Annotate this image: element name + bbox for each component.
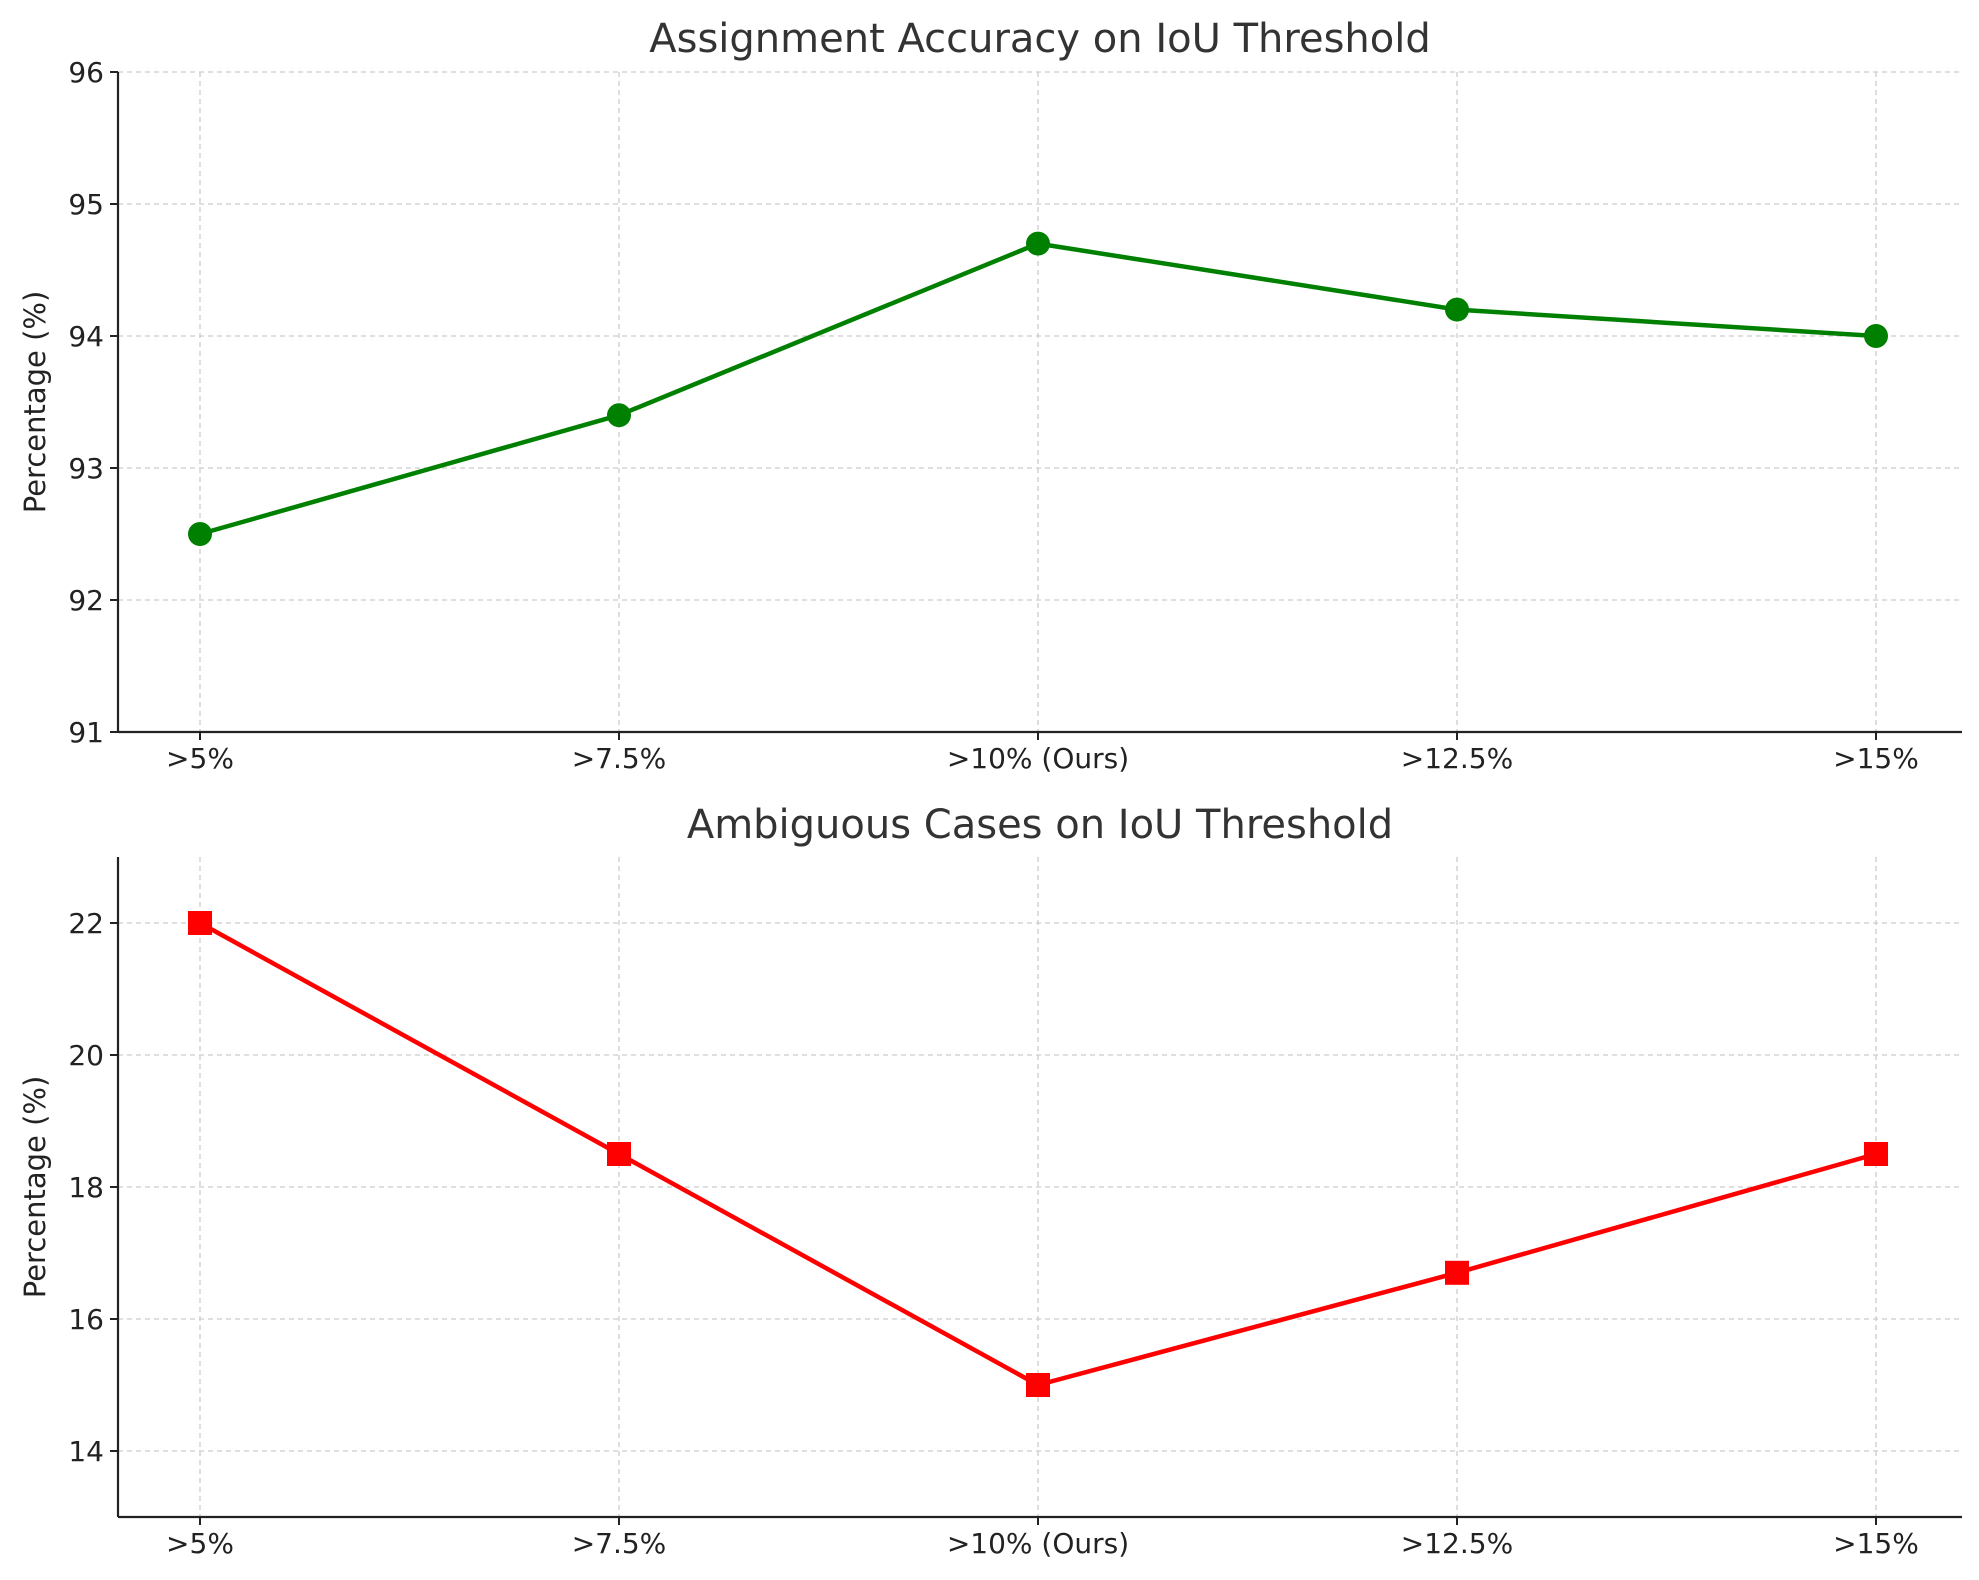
x-tick-label: >15% [1833,742,1919,775]
data-point [1445,297,1469,322]
y-tick-label: 94 [68,320,104,353]
y-tick-label: 22 [68,907,104,940]
y-tick-label: 93 [68,452,104,485]
data-point [188,911,212,935]
y-tick-label: 18 [68,1171,104,1204]
y-axis-label: Percentage (%) [18,1076,52,1299]
x-tick-label: >12.5% [1401,1527,1513,1560]
y-tick-label: 96 [68,56,104,89]
chart-title: Assignment Accuracy on IoU Threshold [649,16,1430,62]
chart-title: Ambiguous Cases on IoU Threshold [687,802,1393,848]
y-tick-label: 16 [68,1303,104,1336]
x-tick-label: >10% (Ours) [947,742,1129,775]
x-tick-label: >10% (Ours) [947,1527,1129,1560]
x-tick-label: >5% [166,1527,234,1560]
x-tick-label: >7.5% [572,1527,667,1560]
data-point [607,403,631,428]
x-tick-label: >12.5% [1401,742,1513,775]
y-tick-label: 92 [68,584,104,617]
y-tick-label: 95 [68,188,104,221]
y-tick-label: 91 [68,716,104,749]
data-point [1445,1260,1469,1285]
data-point [188,522,212,546]
data-point [1026,231,1050,256]
data-point [1864,324,1888,348]
x-tick-label: >7.5% [572,742,667,775]
data-point [1864,1142,1888,1166]
x-tick-label: >5% [166,742,234,775]
y-tick-label: 20 [68,1039,104,1072]
y-axis-label: Percentage (%) [18,291,52,514]
data-point [607,1142,631,1166]
data-point [1026,1373,1050,1397]
y-tick-label: 14 [68,1435,104,1468]
x-tick-label: >15% [1833,1527,1919,1560]
chart-panel-1: Assignment Accuracy on IoU Threshold 91 92… [18,16,1962,775]
chart-panel-2: Ambiguous Cases on IoU Threshold 14 16 18 20… [18,802,1962,1560]
